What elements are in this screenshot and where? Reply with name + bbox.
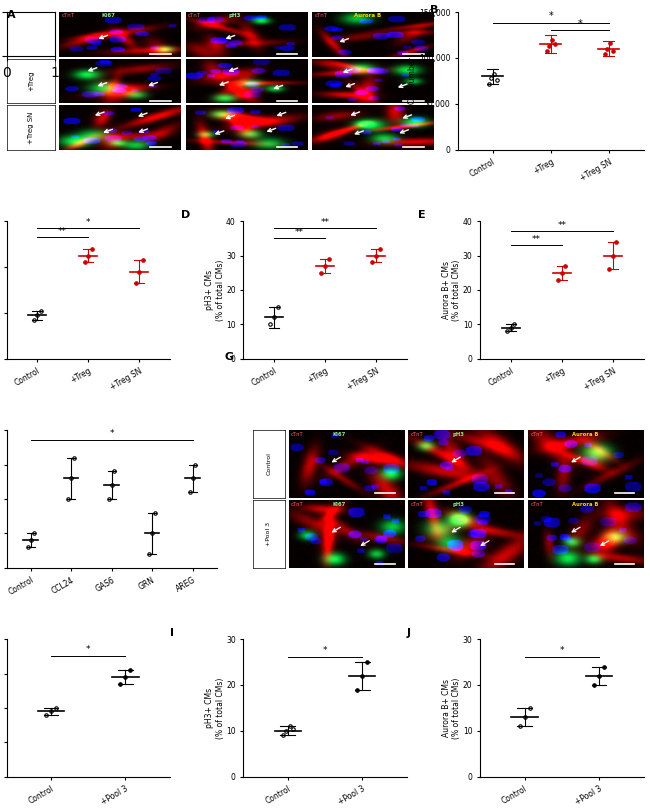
Y-axis label: Cell number: Cell number <box>408 57 417 104</box>
Y-axis label: Aurora B+ CMs
(% of total CMs): Aurora B+ CMs (% of total CMs) <box>442 677 462 739</box>
Text: cTnT: cTnT <box>291 502 304 507</box>
Text: I: I <box>170 628 174 638</box>
Text: **: ** <box>295 228 304 237</box>
Text: B: B <box>430 6 439 15</box>
Text: Aurora B: Aurora B <box>572 502 599 507</box>
Text: *: * <box>577 19 582 28</box>
Text: **: ** <box>557 221 566 230</box>
Text: Aurora B: Aurora B <box>354 14 382 19</box>
Text: *: * <box>323 646 327 654</box>
Text: cTnT: cTnT <box>411 502 424 507</box>
Text: Ki67: Ki67 <box>102 14 116 19</box>
Text: cTnT: cTnT <box>530 432 543 437</box>
Text: +Treg: +Treg <box>28 70 34 91</box>
Text: cTnT: cTnT <box>530 502 543 507</box>
Text: cTnT: cTnT <box>188 14 201 19</box>
Text: cTnT: cTnT <box>411 432 424 437</box>
Text: pH3: pH3 <box>452 432 464 437</box>
Text: pH3: pH3 <box>452 502 464 507</box>
Text: G: G <box>224 352 233 362</box>
Text: **: ** <box>532 235 541 244</box>
Text: cTnT: cTnT <box>291 432 304 437</box>
Text: *: * <box>549 11 553 21</box>
Text: **: ** <box>320 218 330 227</box>
Text: *: * <box>560 646 564 654</box>
Text: J: J <box>407 628 411 638</box>
Text: cTnT: cTnT <box>62 14 75 19</box>
Text: cTnT: cTnT <box>315 14 328 19</box>
Text: Ki67: Ki67 <box>332 502 346 507</box>
Y-axis label: Aurora B+ CMs
(% of total CMs): Aurora B+ CMs (% of total CMs) <box>442 259 462 320</box>
Text: +Pool 3: +Pool 3 <box>266 522 271 546</box>
Text: *: * <box>86 218 90 227</box>
Text: E: E <box>418 210 426 220</box>
Text: +Treg SN: +Treg SN <box>28 112 34 144</box>
Text: D: D <box>181 210 190 220</box>
Text: **: ** <box>58 227 67 235</box>
Y-axis label: pH3+ CMs
(% of total CMs): pH3+ CMs (% of total CMs) <box>205 677 224 739</box>
Text: *: * <box>109 430 114 438</box>
Y-axis label: pH3+ CMs
(% of total CMs): pH3+ CMs (% of total CMs) <box>205 259 224 320</box>
Text: *: * <box>86 645 90 654</box>
Text: Ki67: Ki67 <box>332 432 346 437</box>
Text: Control: Control <box>266 452 271 475</box>
Text: Control: Control <box>28 22 34 47</box>
Text: Aurora B: Aurora B <box>572 432 599 437</box>
Text: pH3: pH3 <box>228 14 240 19</box>
Text: A: A <box>6 10 15 19</box>
